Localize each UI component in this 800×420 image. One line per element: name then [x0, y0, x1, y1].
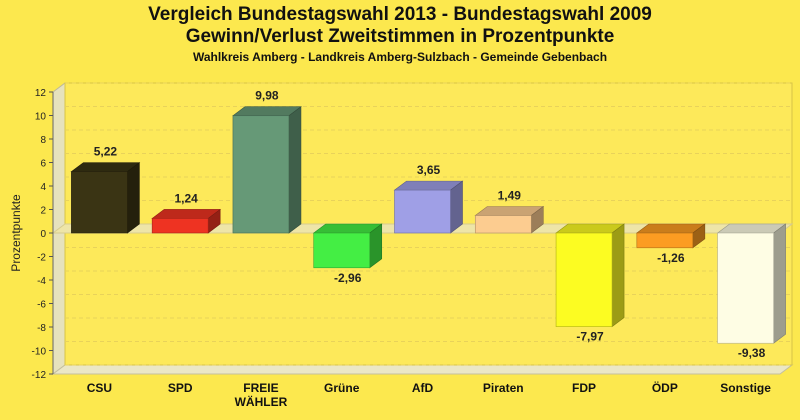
bar-side-face	[127, 162, 140, 234]
y-tick-label: -12	[32, 370, 47, 381]
data-label: 9,98	[255, 89, 279, 103]
data-label: -1,26	[657, 251, 685, 265]
x-tick-label: SPD	[168, 381, 193, 395]
y-tick-label: 2	[40, 206, 46, 217]
bar	[636, 232, 694, 249]
y-tick-label: -6	[37, 300, 46, 311]
y-tick-label: 4	[40, 182, 46, 193]
chart-subtitle: Wahlkreis Amberg - Landkreis Amberg-Sulz…	[192, 50, 608, 64]
bar-side-face	[611, 223, 625, 328]
y-tick-label: -8	[37, 323, 46, 334]
bar	[313, 232, 371, 269]
y-tick-label: 6	[40, 159, 46, 170]
data-label: -7,97	[576, 330, 604, 344]
x-tick-label: CSU	[87, 381, 112, 395]
y-tick-label: -10	[32, 347, 47, 358]
data-label: 1,24	[174, 191, 198, 205]
x-tick-label: FDP	[572, 381, 596, 395]
data-label: 1,49	[498, 188, 522, 202]
y-tick-label: -2	[37, 253, 46, 264]
y-tick-label: -4	[37, 276, 46, 287]
data-label: 5,22	[94, 145, 118, 159]
floor	[51, 364, 794, 375]
x-tick-label: Piraten	[483, 381, 524, 395]
bar	[717, 232, 774, 344]
bar	[394, 189, 451, 234]
bar	[151, 218, 209, 234]
bar-side-face	[450, 180, 463, 234]
y-tick-label: 12	[35, 88, 47, 99]
y-tick-label: 10	[35, 112, 47, 123]
x-tick-label: ÖDP	[652, 380, 678, 395]
x-tick-label: FREIE	[243, 381, 278, 395]
title-block: Vergleich Bundestagswahl 2013 - Bundesta…	[0, 4, 800, 65]
bar	[232, 115, 290, 234]
y-tick-label: 0	[40, 229, 46, 240]
x-tick-label: AfD	[412, 381, 434, 395]
data-label: -2,96	[334, 271, 362, 285]
bar	[71, 171, 128, 234]
bar-side-face	[288, 106, 302, 234]
bar	[474, 215, 532, 234]
x-tick-label: Grüne	[324, 381, 360, 395]
chart-title: Vergleich Bundestagswahl 2013 - Bundesta…	[148, 4, 652, 25]
data-label: 3,65	[417, 163, 441, 177]
x-tick-label: WÄHLER	[235, 394, 288, 409]
y-axis-label: Prozentpunkte	[9, 194, 23, 272]
data-label: -9,38	[738, 346, 766, 360]
chart-title-line2: Gewinn/Verlust Zweitstimmen in Prozentpu…	[185, 26, 615, 47]
y-tick-label: 8	[40, 135, 46, 146]
x-tick-label: Sonstige	[720, 381, 771, 395]
bar	[555, 232, 613, 327]
bar-side-face	[773, 223, 786, 344]
